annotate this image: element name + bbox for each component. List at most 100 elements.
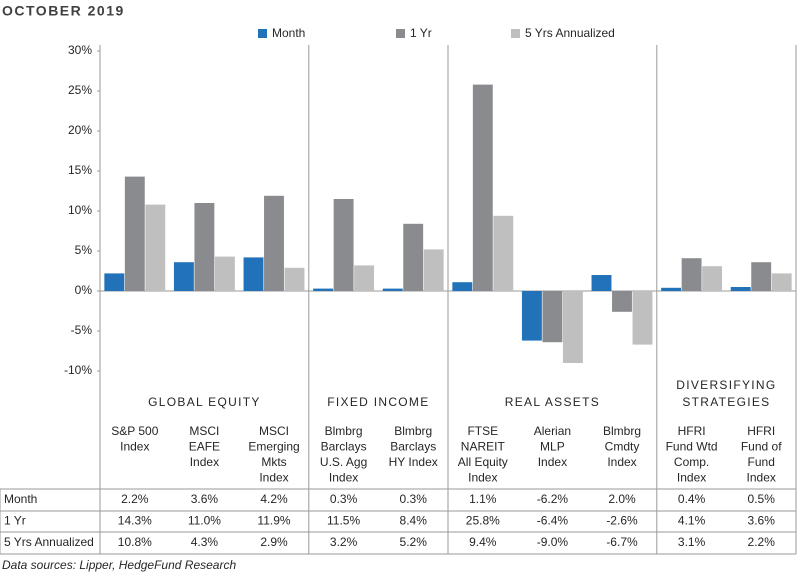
table-cell: 9.4% <box>469 535 497 549</box>
table-cell: 4.1% <box>678 514 706 528</box>
x-tick-label: Fund Wtd <box>666 440 718 454</box>
bar <box>173 262 194 291</box>
table-cell: 11.9% <box>257 514 290 528</box>
chart-title: OCTOBER 2019 <box>2 3 125 19</box>
x-tick-label: Index <box>468 471 497 485</box>
bar <box>333 199 354 291</box>
table-cell: -6.2% <box>537 492 569 506</box>
x-tick-label: NAREIT <box>461 440 506 454</box>
table-cell: 5.2% <box>400 535 428 549</box>
row-label: Month <box>4 492 37 506</box>
bar <box>591 275 612 291</box>
table-cell: 3.6% <box>191 492 219 506</box>
bar <box>145 204 166 291</box>
x-tick-label: Index <box>747 471 776 485</box>
table-cell: 3.2% <box>330 535 358 549</box>
table-cell: -6.7% <box>606 535 638 549</box>
table-cell: 10.8% <box>118 535 152 549</box>
x-tick-label: Blmbrg <box>325 424 363 438</box>
bar <box>612 291 632 312</box>
y-tick-label: -5% <box>71 323 93 337</box>
group-label: FIXED INCOME <box>327 395 429 409</box>
y-tick-label: 30% <box>68 43 92 57</box>
x-tick-label: MSCI <box>259 424 289 438</box>
table-cell: -2.6% <box>606 514 638 528</box>
y-tick-label: 20% <box>68 123 92 137</box>
bar <box>284 267 305 291</box>
table-cell: 2.0% <box>608 492 636 506</box>
x-tick-label: Comp. <box>674 455 709 469</box>
bar <box>542 291 563 343</box>
x-tick-label: Index <box>677 471 706 485</box>
bar <box>382 288 403 291</box>
x-tick-label: FTSE <box>467 424 498 438</box>
bar <box>194 203 215 291</box>
group-label: DIVERSIFYING <box>676 378 776 392</box>
x-tick-label: Mkts <box>261 455 286 469</box>
x-tick-label: HY Index <box>389 455 438 469</box>
y-tick-label: 5% <box>75 243 93 257</box>
group-label: STRATEGIES <box>682 395 770 409</box>
table-cell: 3.6% <box>748 514 776 528</box>
x-tick-label: Index <box>538 455 567 469</box>
x-tick-label: Blmbrg <box>603 424 641 438</box>
table-cell: 0.4% <box>678 492 706 506</box>
bar <box>771 273 792 291</box>
y-tick-label: 25% <box>68 83 92 97</box>
table-cell: 8.4% <box>400 514 428 528</box>
legend-label: 1 Yr <box>410 26 432 40</box>
bar <box>751 262 772 291</box>
x-tick-label: Emerging <box>248 440 299 454</box>
x-tick-label: MSCI <box>189 424 219 438</box>
group-label: GLOBAL EQUITY <box>148 395 260 409</box>
x-tick-label: Cmdty <box>605 440 640 454</box>
bar <box>214 256 235 291</box>
table-cell: 2.9% <box>260 535 288 549</box>
x-tick-label: EAFE <box>189 440 220 454</box>
table-cell: 0.5% <box>748 492 776 506</box>
table-cell: -9.0% <box>537 535 569 549</box>
bar <box>354 265 375 291</box>
y-tick-label: 0% <box>75 283 93 297</box>
bar <box>472 84 493 291</box>
bar <box>243 257 264 291</box>
bar <box>730 287 751 291</box>
table-cell: 25.8% <box>466 514 500 528</box>
table-cell: 14.3% <box>118 514 152 528</box>
table-cell: 1.1% <box>469 492 497 506</box>
legend-swatch <box>258 29 267 38</box>
bar <box>661 287 682 291</box>
table-cell: 2.2% <box>748 535 776 549</box>
table-cell: 3.1% <box>678 535 706 549</box>
bar <box>104 273 125 291</box>
x-tick-label: Index <box>120 440 149 454</box>
bar <box>403 223 424 291</box>
table-cell: -6.4% <box>537 514 569 528</box>
x-tick-label: Barclays <box>390 440 436 454</box>
bar <box>521 291 542 341</box>
group-label: REAL ASSETS <box>505 395 600 409</box>
table-cell: 4.3% <box>191 535 219 549</box>
table-cell: 11.0% <box>188 514 221 528</box>
bar <box>423 249 444 291</box>
legend-label: Month <box>272 26 305 40</box>
table-cell: 0.3% <box>400 492 428 506</box>
x-tick-label: Index <box>259 471 288 485</box>
bar <box>493 215 514 291</box>
x-tick-label: Index <box>607 455 636 469</box>
legend-swatch <box>511 29 520 38</box>
bar <box>264 195 284 291</box>
x-tick-label: Fund <box>748 455 775 469</box>
x-tick-label: Fund of <box>741 440 782 454</box>
legend-label: 5 Yrs Annualized <box>525 26 615 40</box>
x-tick-label: MLP <box>540 440 565 454</box>
x-tick-label: Blmbrg <box>394 424 432 438</box>
y-tick-label: 10% <box>68 203 92 217</box>
x-tick-label: Alerian <box>534 424 571 438</box>
legend-swatch <box>396 29 405 38</box>
table-cell: 11.5% <box>327 514 360 528</box>
row-label: 5 Yrs Annualized <box>4 535 94 549</box>
bar <box>452 282 473 291</box>
bar <box>313 288 334 291</box>
